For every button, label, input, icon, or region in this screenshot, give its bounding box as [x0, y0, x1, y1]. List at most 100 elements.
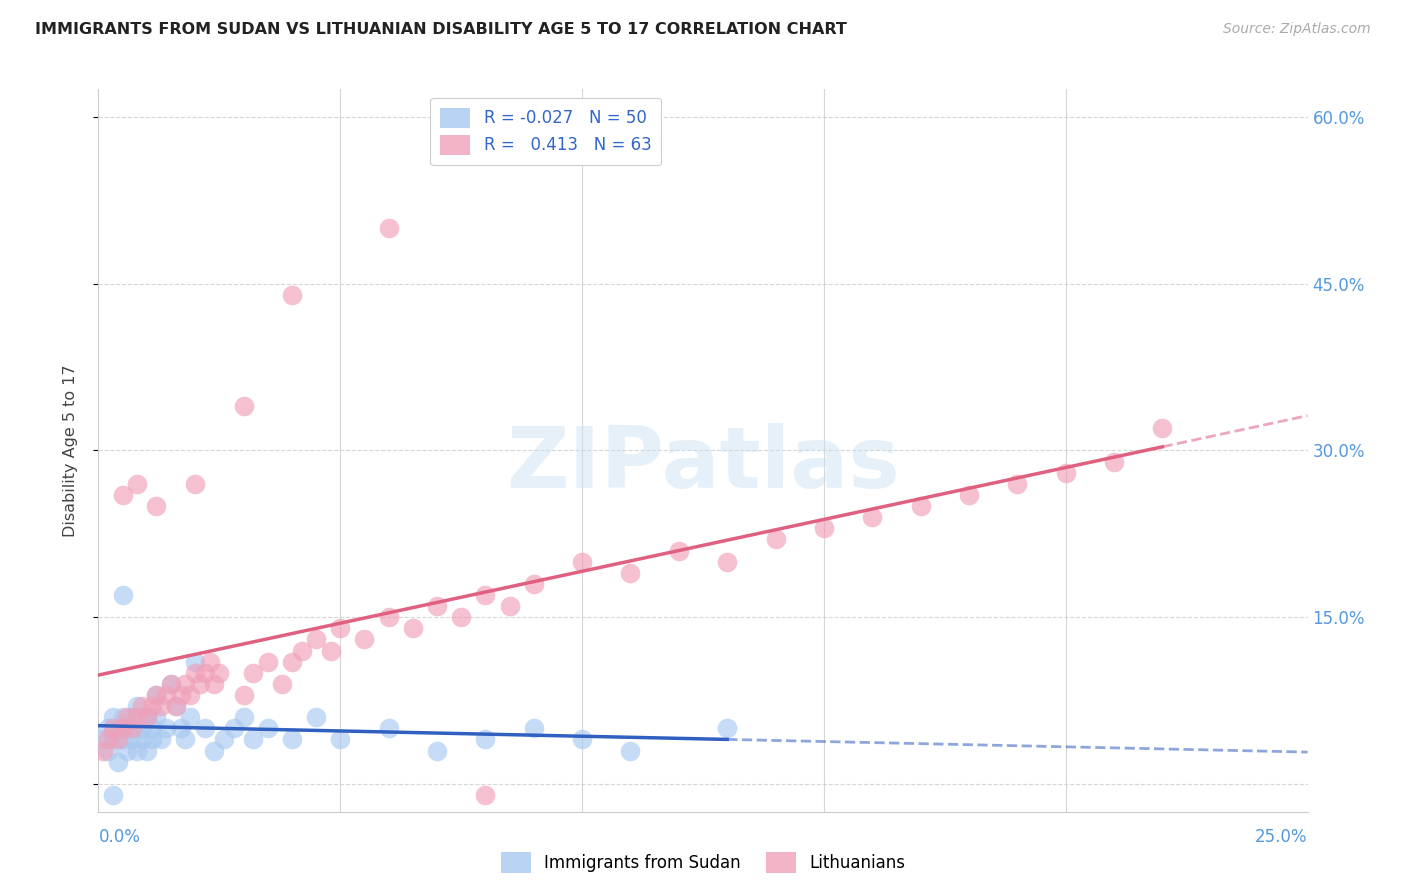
Point: [97, 722, 120, 736]
Point: [101, 732, 124, 747]
Point: [184, 655, 207, 669]
Point: [426, 599, 449, 613]
Point: [271, 677, 294, 691]
Point: [426, 743, 449, 757]
Point: [121, 710, 143, 724]
Point: [184, 476, 207, 491]
Point: [765, 533, 787, 547]
Point: [131, 699, 153, 714]
Point: [117, 743, 139, 757]
Point: [402, 621, 425, 635]
Point: [305, 632, 328, 647]
Point: [127, 743, 149, 757]
Point: [101, 710, 124, 724]
Point: [135, 710, 157, 724]
Point: [91, 732, 114, 747]
Point: [208, 665, 231, 680]
Point: [194, 722, 217, 736]
Text: 0.0%: 0.0%: [98, 829, 141, 847]
Point: [111, 732, 134, 747]
Point: [107, 755, 129, 769]
Point: [174, 677, 197, 691]
Point: [131, 722, 153, 736]
Point: [155, 688, 177, 702]
Point: [571, 732, 593, 747]
Point: [107, 722, 129, 736]
Point: [256, 722, 278, 736]
Point: [127, 699, 149, 714]
Point: [174, 732, 197, 747]
Point: [179, 710, 201, 724]
Point: [169, 722, 191, 736]
Point: [329, 621, 352, 635]
Point: [97, 732, 120, 747]
Point: [141, 732, 163, 747]
Point: [212, 732, 235, 747]
Point: [242, 732, 264, 747]
Point: [377, 221, 399, 235]
Point: [813, 521, 835, 535]
Point: [474, 732, 496, 747]
Point: [232, 710, 254, 724]
Point: [450, 610, 472, 624]
Point: [107, 732, 129, 747]
Point: [329, 732, 352, 747]
Point: [290, 643, 312, 657]
Legend: R = -0.027   N = 50, R =   0.413   N = 63: R = -0.027 N = 50, R = 0.413 N = 63: [430, 97, 661, 165]
Point: [101, 788, 124, 802]
Point: [668, 543, 690, 558]
Point: [150, 699, 173, 714]
Point: [117, 710, 139, 724]
Text: 25.0%: 25.0%: [1256, 829, 1308, 847]
Point: [1102, 454, 1125, 468]
Point: [619, 566, 641, 580]
Point: [474, 788, 496, 802]
Point: [160, 677, 183, 691]
Point: [204, 677, 226, 691]
Point: [121, 722, 143, 736]
Point: [160, 677, 183, 691]
Point: [377, 610, 399, 624]
Point: [188, 677, 211, 691]
Point: [121, 732, 143, 747]
Point: [256, 655, 278, 669]
Point: [135, 743, 157, 757]
Point: [141, 699, 163, 714]
Point: [145, 688, 167, 702]
Y-axis label: Disability Age 5 to 17: Disability Age 5 to 17: [63, 364, 77, 537]
Point: [860, 510, 883, 524]
Point: [474, 588, 496, 602]
Point: [111, 710, 134, 724]
Point: [169, 688, 191, 702]
Point: [145, 499, 167, 513]
Text: IMMIGRANTS FROM SUDAN VS LITHUANIAN DISABILITY AGE 5 TO 17 CORRELATION CHART: IMMIGRANTS FROM SUDAN VS LITHUANIAN DISA…: [35, 22, 846, 37]
Point: [353, 632, 375, 647]
Point: [155, 722, 177, 736]
Point: [117, 722, 139, 736]
Text: ZIPatlas: ZIPatlas: [506, 424, 900, 507]
Point: [716, 555, 738, 569]
Point: [281, 732, 304, 747]
Point: [141, 722, 163, 736]
Point: [179, 688, 201, 702]
Point: [150, 732, 173, 747]
Point: [1054, 466, 1077, 480]
Point: [1152, 421, 1174, 435]
Point: [111, 588, 134, 602]
Point: [571, 555, 593, 569]
Point: [910, 499, 932, 513]
Point: [523, 722, 546, 736]
Point: [184, 665, 207, 680]
Point: [281, 288, 304, 302]
Point: [319, 643, 342, 657]
Point: [111, 488, 134, 502]
Point: [232, 399, 254, 413]
Point: [1007, 476, 1029, 491]
Point: [194, 665, 217, 680]
Point: [145, 688, 167, 702]
Point: [498, 599, 520, 613]
Legend: Immigrants from Sudan, Lithuanians: Immigrants from Sudan, Lithuanians: [494, 846, 912, 880]
Point: [145, 710, 167, 724]
Point: [222, 722, 245, 736]
Point: [242, 665, 264, 680]
